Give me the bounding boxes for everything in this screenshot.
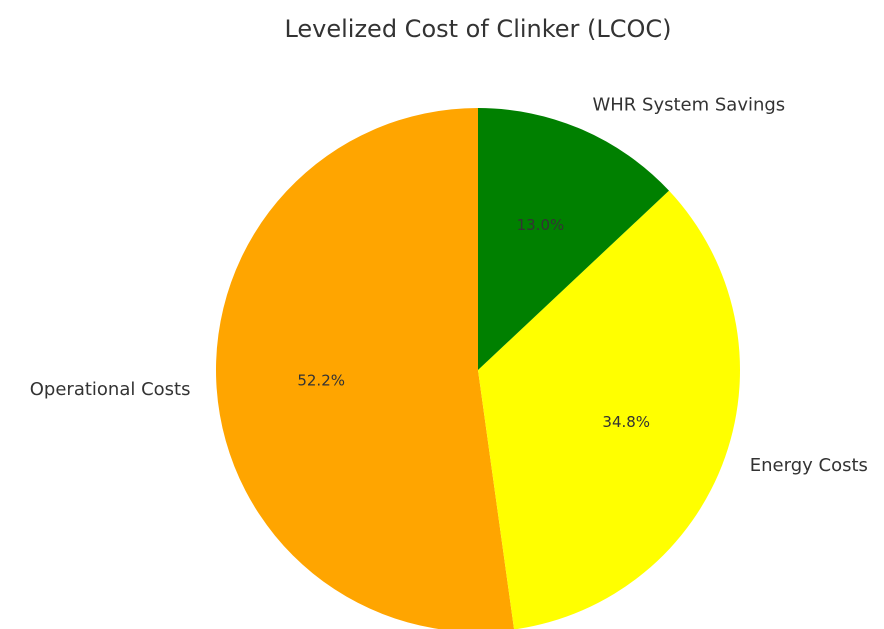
pie-slice <box>216 108 515 629</box>
chart-title: Levelized Cost of Clinker (LCOC) <box>284 15 671 43</box>
slice-label: Energy Costs <box>750 455 868 476</box>
pie-slice <box>478 190 740 629</box>
value-label: 34.8% <box>602 413 650 431</box>
value-label: 52.2% <box>297 371 345 389</box>
slice-label: WHR System Savings <box>592 95 785 116</box>
slice-label: Operational Costs <box>30 379 191 400</box>
value-label: 13.0% <box>517 216 565 234</box>
pie-slice <box>478 108 669 370</box>
